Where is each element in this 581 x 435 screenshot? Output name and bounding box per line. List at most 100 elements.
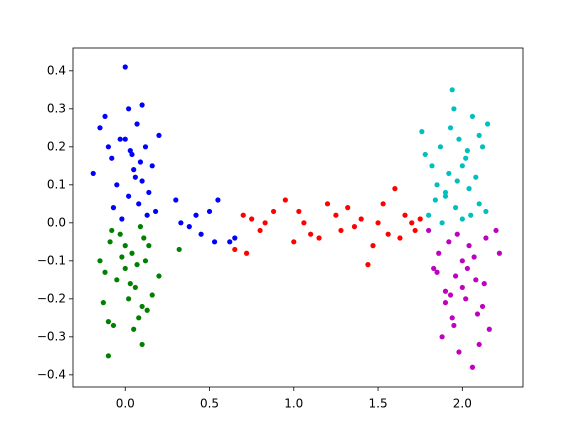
point [109, 155, 115, 161]
point [479, 144, 486, 150]
point [149, 292, 155, 298]
point [198, 231, 204, 237]
point [296, 208, 302, 215]
point [227, 239, 233, 245]
y-tick-label: 0.3 [47, 101, 66, 115]
point [136, 315, 142, 321]
point [479, 303, 486, 310]
point [152, 208, 159, 215]
point [105, 144, 111, 150]
point [481, 281, 487, 287]
y-tick-label: 0.4 [47, 63, 66, 77]
point [129, 250, 135, 256]
y-tick-label: 0.1 [47, 177, 66, 191]
point [282, 197, 288, 203]
point [476, 341, 482, 348]
point [456, 136, 462, 142]
point [257, 227, 263, 234]
point [139, 341, 145, 348]
point [466, 186, 472, 192]
point [105, 353, 111, 359]
point [486, 326, 492, 332]
point [122, 243, 128, 249]
point [493, 227, 499, 234]
point [449, 87, 455, 93]
point [324, 201, 331, 207]
point [409, 220, 415, 226]
point [144, 212, 150, 218]
point [114, 182, 120, 188]
point [178, 220, 184, 226]
point [211, 239, 218, 245]
point [419, 129, 425, 135]
point [380, 201, 386, 207]
point [270, 208, 277, 215]
point [412, 227, 418, 234]
y-tick-label: −0.1 [37, 253, 66, 267]
point [452, 273, 459, 279]
point [146, 243, 152, 249]
point [436, 250, 442, 256]
point [456, 349, 462, 355]
point [473, 174, 479, 180]
point [463, 155, 469, 161]
point [119, 254, 125, 260]
point [110, 322, 117, 329]
point [459, 216, 465, 222]
point [122, 265, 128, 272]
point [464, 265, 470, 272]
point [422, 151, 428, 158]
point [338, 227, 344, 234]
point [232, 235, 238, 241]
point [469, 364, 476, 370]
point [117, 136, 123, 142]
point [127, 148, 133, 154]
point [434, 182, 440, 188]
point [474, 311, 481, 317]
point [134, 121, 140, 127]
point [119, 216, 125, 222]
point [132, 284, 138, 291]
point [476, 132, 482, 139]
point [496, 250, 503, 256]
x-tick-label: 0.0 [116, 397, 135, 411]
point [464, 148, 470, 154]
point [375, 220, 381, 226]
point [485, 121, 491, 127]
point [249, 216, 255, 222]
point [454, 231, 460, 237]
point [141, 235, 147, 241]
point [454, 178, 460, 184]
point [117, 231, 123, 237]
point [126, 193, 132, 199]
x-tick-label: 1.0 [284, 397, 303, 411]
point [442, 288, 449, 294]
point [451, 322, 457, 329]
point [142, 144, 149, 150]
x-tick-label: 2.0 [453, 397, 472, 411]
point [446, 239, 452, 245]
point [469, 113, 476, 120]
point [429, 163, 435, 169]
point [463, 296, 469, 302]
point [351, 224, 358, 230]
point [449, 315, 455, 321]
point [134, 262, 140, 268]
point [402, 212, 408, 218]
point [370, 243, 376, 249]
point [333, 212, 339, 218]
point [109, 227, 115, 234]
point [426, 212, 432, 218]
point [105, 319, 111, 325]
point [432, 197, 438, 203]
plot-frame [72, 47, 524, 388]
point [215, 197, 221, 203]
point [243, 250, 250, 256]
point [476, 201, 482, 207]
point [442, 300, 449, 306]
point [459, 163, 465, 169]
point [131, 167, 137, 173]
point [122, 64, 128, 70]
point [397, 235, 403, 241]
